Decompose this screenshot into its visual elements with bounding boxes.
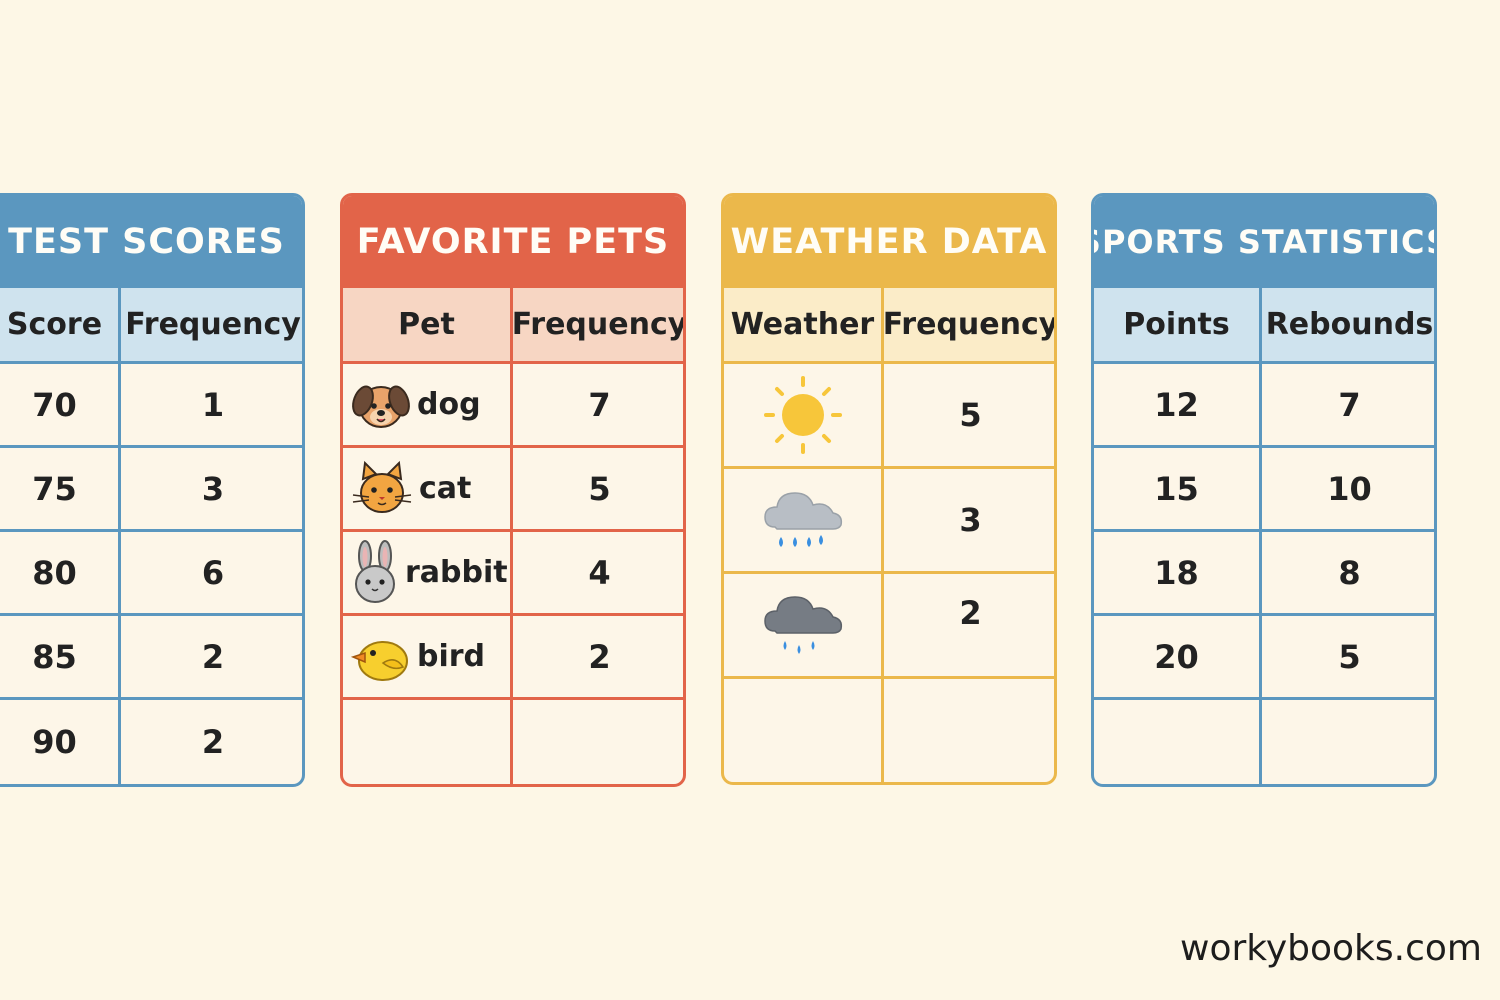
table-cell: 4	[513, 532, 683, 616]
table-cell: 75	[0, 448, 121, 532]
pet-label: cat	[419, 471, 472, 506]
pet-label: rabbit	[405, 555, 508, 590]
table-cell: 3	[121, 448, 302, 532]
sun-icon	[763, 376, 842, 454]
pet-cell: bird	[343, 616, 513, 700]
table-title: TEST SCORES	[0, 196, 302, 288]
table-cell: 8	[1262, 532, 1434, 616]
table-cell: 2	[513, 616, 683, 700]
pet-label: bird	[417, 639, 486, 674]
pet-label: dog	[417, 387, 481, 422]
pet-cell: rabbit	[343, 532, 513, 616]
table-cell: 2	[201, 723, 225, 761]
table-cell: 90	[0, 700, 121, 784]
empty-cell	[343, 700, 513, 784]
table-cell: 6	[121, 532, 302, 616]
table-cell: 3	[884, 469, 1054, 574]
light-rain-cloud-icon	[763, 492, 842, 547]
pet-cell: dog	[343, 364, 513, 448]
table-cell: 80	[0, 532, 121, 616]
table-cell: 5	[1262, 616, 1434, 700]
weather-data-table: WEATHER DATA Weather Frequency 5	[721, 193, 1057, 785]
column-header: Score	[0, 288, 121, 364]
table-cell: 20	[1094, 616, 1262, 700]
test-scores-table: TEST SCORES Score Frequency 70 1 75 3 80…	[0, 193, 305, 787]
watermark: workybooks.com	[1180, 928, 1482, 969]
column-header: Weather	[724, 288, 884, 364]
rabbit-icon	[355, 539, 395, 603]
table-title: WEATHER DATA	[724, 196, 1054, 288]
cat-icon	[352, 460, 412, 513]
sports-statistics-table: SPORTS STATISTICS Points Rebounds 12 7 1…	[1091, 193, 1437, 787]
column-header: Points	[1094, 288, 1262, 364]
favorite-pets-table: FAVORITE PETS Pet Frequency dog 7	[340, 193, 686, 787]
column-header: Pet	[343, 288, 513, 364]
empty-cell	[884, 679, 1054, 782]
column-header: Frequency	[512, 288, 683, 364]
weather-cell	[724, 364, 884, 469]
empty-cell	[1262, 700, 1434, 784]
dog-icon	[352, 385, 410, 428]
table-cell: 85	[0, 616, 121, 700]
empty-cell	[513, 700, 683, 784]
table-cell: 12	[1094, 364, 1262, 448]
table-cell: 70	[0, 364, 121, 448]
table-title: FAVORITE PETS	[343, 196, 683, 288]
table-cell: 2	[884, 574, 1054, 679]
table-cell: 5	[884, 364, 1054, 469]
table-cell: 5	[513, 448, 683, 532]
column-header: Frequency	[883, 288, 1054, 364]
table-cell: 2	[121, 616, 302, 700]
table-cell: 15	[1094, 448, 1262, 532]
empty-cell	[1094, 700, 1262, 784]
column-header: Rebounds	[1262, 288, 1434, 364]
table-title: SPORTS STATISTICS	[1094, 196, 1434, 288]
table-cell: 10	[1262, 448, 1434, 532]
weather-cell	[724, 469, 884, 574]
empty-cell	[724, 679, 884, 782]
table-cell: 18	[1094, 532, 1262, 616]
table-cell: 7	[513, 364, 683, 448]
table-cell: 1	[121, 364, 302, 448]
column-header: Frequency	[121, 288, 302, 364]
pet-cell: cat	[343, 448, 513, 532]
dark-rain-cloud-icon	[763, 596, 842, 654]
table-cell: 7	[1262, 364, 1434, 448]
weather-cell	[724, 574, 884, 679]
bird-icon	[350, 640, 408, 681]
